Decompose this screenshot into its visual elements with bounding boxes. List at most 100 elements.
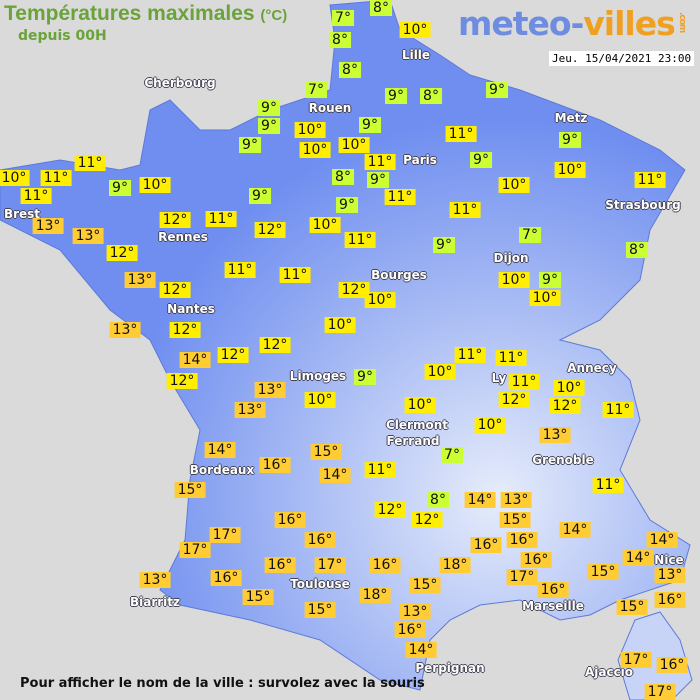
temperature-label[interactable]: 9° (433, 237, 455, 253)
temperature-label[interactable]: 11° (634, 172, 666, 188)
temperature-label[interactable]: 13° (539, 427, 571, 443)
temperature-label[interactable]: 12° (411, 512, 443, 528)
temperature-label[interactable]: 9° (239, 137, 261, 153)
temperature-label[interactable]: 10° (399, 22, 431, 38)
temperature-label[interactable]: 17° (644, 684, 676, 700)
temperature-label[interactable]: 9° (359, 117, 381, 133)
temperature-label[interactable]: 10° (554, 162, 586, 178)
temperature-label[interactable]: 11° (602, 402, 634, 418)
temperature-label[interactable]: 10° (309, 217, 341, 233)
temperature-label[interactable]: 16° (304, 532, 336, 548)
temperature-label[interactable]: 9° (336, 197, 358, 213)
temperature-label[interactable]: 15° (242, 589, 274, 605)
temperature-label[interactable]: 13° (32, 218, 64, 234)
temperature-label[interactable]: 9° (539, 272, 561, 288)
temperature-label[interactable]: 11° (74, 155, 106, 171)
temperature-label[interactable]: 9° (559, 132, 581, 148)
temperature-label[interactable]: 11° (205, 211, 237, 227)
temperature-label[interactable]: 10° (424, 364, 456, 380)
temperature-label[interactable]: 12° (217, 347, 249, 363)
temperature-label[interactable]: 11° (40, 170, 72, 186)
temperature-label[interactable]: 10° (338, 137, 370, 153)
temperature-label[interactable]: 11° (224, 262, 256, 278)
temperature-label[interactable]: 11° (20, 188, 52, 204)
temperature-label[interactable]: 15° (587, 564, 619, 580)
temperature-label[interactable]: 12° (159, 282, 191, 298)
temperature-label[interactable]: 15° (174, 482, 206, 498)
temperature-label[interactable]: 13° (109, 322, 141, 338)
temperature-label[interactable]: 8° (370, 0, 392, 16)
temperature-label[interactable]: 12° (106, 245, 138, 261)
temperature-label[interactable]: 10° (474, 417, 506, 433)
temperature-label[interactable]: 14° (464, 492, 496, 508)
temperature-label[interactable]: 10° (0, 170, 30, 186)
temperature-label[interactable]: 12° (498, 392, 530, 408)
temperature-label[interactable]: 8° (420, 88, 442, 104)
temperature-label[interactable]: 13° (139, 572, 171, 588)
temperature-label[interactable]: 16° (394, 622, 426, 638)
temperature-label[interactable]: 16° (470, 537, 502, 553)
temperature-label[interactable]: 14° (204, 442, 236, 458)
temperature-label[interactable]: 12° (549, 398, 581, 414)
temperature-label[interactable]: 16° (506, 532, 538, 548)
temperature-label[interactable]: 12° (254, 222, 286, 238)
temperature-label[interactable]: 9° (109, 180, 131, 196)
temperature-label[interactable]: 7° (519, 227, 541, 243)
temperature-label[interactable]: 8° (332, 169, 354, 185)
temperature-label[interactable]: 16° (264, 557, 296, 573)
temperature-label[interactable]: 8° (329, 32, 351, 48)
temperature-label[interactable]: 9° (486, 82, 508, 98)
temperature-label[interactable]: 10° (304, 392, 336, 408)
temperature-label[interactable]: 18° (439, 557, 471, 573)
temperature-label[interactable]: 14° (319, 467, 351, 483)
temperature-label[interactable]: 17° (209, 527, 241, 543)
temperature-label[interactable]: 13° (500, 492, 532, 508)
temperature-label[interactable]: 10° (139, 177, 171, 193)
temperature-label[interactable]: 11° (279, 267, 311, 283)
temperature-label[interactable]: 17° (179, 542, 211, 558)
temperature-label[interactable]: 13° (124, 272, 156, 288)
temperature-label[interactable]: 12° (159, 212, 191, 228)
temperature-label[interactable]: 9° (367, 172, 389, 188)
logo[interactable]: meteo-villes .com (458, 4, 687, 43)
temperature-label[interactable]: 10° (529, 290, 561, 306)
temperature-label[interactable]: 16° (656, 657, 688, 673)
temperature-label[interactable]: 16° (520, 552, 552, 568)
temperature-label[interactable]: 7° (441, 447, 463, 463)
temperature-label[interactable]: 15° (409, 577, 441, 593)
temperature-label[interactable]: 14° (179, 352, 211, 368)
temperature-label[interactable]: 11° (364, 462, 396, 478)
temperature-label[interactable]: 13° (234, 402, 266, 418)
temperature-label[interactable]: 11° (495, 350, 527, 366)
temperature-label[interactable]: 10° (498, 272, 530, 288)
temperature-label[interactable]: 11° (364, 154, 396, 170)
temperature-label[interactable]: 15° (304, 602, 336, 618)
temperature-label[interactable]: 16° (537, 582, 569, 598)
temperature-label[interactable]: 9° (470, 152, 492, 168)
temperature-label[interactable]: 14° (646, 532, 678, 548)
temperature-label[interactable]: 16° (259, 457, 291, 473)
temperature-label[interactable]: 9° (258, 100, 280, 116)
temperature-label[interactable]: 9° (258, 118, 280, 134)
temperature-label[interactable]: 15° (310, 444, 342, 460)
temperature-label[interactable]: 12° (259, 337, 291, 353)
temperature-label[interactable]: 12° (374, 502, 406, 518)
temperature-label[interactable]: 16° (654, 592, 686, 608)
temperature-label[interactable]: 13° (254, 382, 286, 398)
temperature-label[interactable]: 14° (405, 642, 437, 658)
temperature-label[interactable]: 13° (399, 604, 431, 620)
temperature-label[interactable]: 17° (506, 569, 538, 585)
temperature-label[interactable]: 10° (299, 142, 331, 158)
temperature-label[interactable]: 16° (210, 570, 242, 586)
temperature-label[interactable]: 13° (72, 228, 104, 244)
temperature-label[interactable]: 7° (305, 82, 327, 98)
temperature-label[interactable]: 10° (553, 380, 585, 396)
temperature-label[interactable]: 14° (559, 522, 591, 538)
temperature-label[interactable]: 11° (454, 347, 486, 363)
temperature-label[interactable]: 17° (314, 557, 346, 573)
temperature-label[interactable]: 9° (249, 188, 271, 204)
temperature-label[interactable]: 10° (294, 122, 326, 138)
temperature-label[interactable]: 12° (169, 322, 201, 338)
temperature-label[interactable]: 8° (339, 62, 361, 78)
temperature-label[interactable]: 10° (498, 177, 530, 193)
